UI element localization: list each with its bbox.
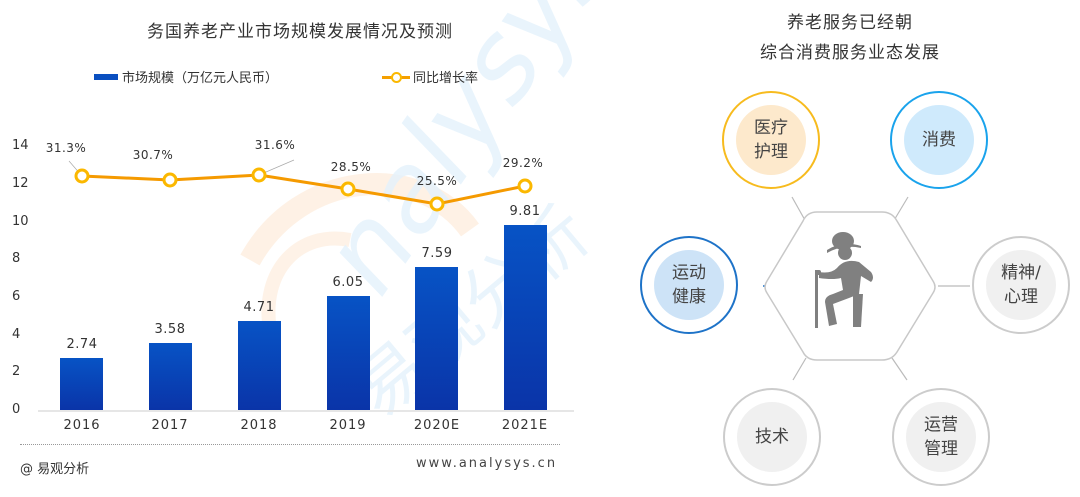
pct-label: 29.2% bbox=[502, 156, 544, 170]
node-label: 医疗 bbox=[754, 118, 788, 138]
y-tick: 4 bbox=[12, 327, 21, 342]
node-inner: 运营 管理 bbox=[906, 402, 976, 472]
bar-value: 7.59 bbox=[421, 246, 453, 261]
bar-2016 bbox=[60, 358, 103, 410]
bar-2020e bbox=[415, 267, 458, 410]
node-inner: 消费 bbox=[904, 105, 974, 175]
node-inner: 医疗 护理 bbox=[736, 105, 806, 175]
node-label: 技术 bbox=[755, 427, 789, 447]
diagram-title-line1: 养老服务已经朝 bbox=[787, 13, 913, 33]
bar-2017 bbox=[149, 343, 192, 410]
x-tick: 2020E bbox=[413, 418, 461, 433]
chart-title: 务国养老产业市场规模发展情况及预测 bbox=[147, 22, 453, 42]
node-label: 心理 bbox=[1003, 287, 1038, 307]
node-consumption: 消费 bbox=[890, 91, 988, 189]
node-fitness-health: 运动 健康 bbox=[640, 236, 738, 334]
node-label: 运营 bbox=[924, 415, 958, 435]
pct-label: 28.5% bbox=[330, 160, 372, 174]
node-mental-psychology: 精神/ 心理 bbox=[972, 236, 1070, 334]
node-label: 消费 bbox=[922, 130, 956, 150]
pct-label: 31.6% bbox=[254, 138, 296, 152]
source-credit: @ 易观分析 bbox=[20, 462, 90, 477]
bar-2021e bbox=[504, 225, 547, 410]
bar-value: 4.71 bbox=[243, 300, 275, 315]
source-url: www.analysys.cn bbox=[416, 456, 558, 471]
node-inner: 技术 bbox=[737, 402, 807, 472]
node-label: 健康 bbox=[672, 287, 706, 307]
x-tick: 2018 bbox=[240, 418, 278, 433]
y-tick: 6 bbox=[12, 289, 21, 304]
x-tick: 2021E bbox=[501, 418, 549, 433]
legend-bar-label: 市场规模（万亿元人民币） bbox=[122, 71, 279, 86]
elderly-person-with-cane-icon bbox=[815, 232, 873, 328]
pct-label: 31.3% bbox=[45, 141, 87, 155]
footer-divider bbox=[20, 444, 560, 445]
node-medical-care: 医疗 护理 bbox=[722, 91, 820, 189]
legend-line-label: 同比增长率 bbox=[413, 71, 479, 86]
node-inner: 精神/ 心理 bbox=[986, 250, 1056, 320]
bar-value: 9.81 bbox=[509, 204, 541, 219]
bar-value: 3.58 bbox=[154, 322, 186, 337]
diagram-title-line2: 综合消费服务业态发展 bbox=[760, 43, 940, 63]
node-label: 运动 bbox=[672, 263, 706, 283]
growth-rate-line bbox=[68, 159, 533, 212]
x-tick: 2019 bbox=[329, 418, 367, 433]
y-tick: 10 bbox=[12, 214, 29, 229]
node-label: 管理 bbox=[924, 439, 958, 459]
y-tick: 12 bbox=[12, 176, 29, 191]
bar-value: 2.74 bbox=[66, 337, 98, 352]
bar-2018 bbox=[238, 321, 281, 410]
legend-bar: 市场规模（万亿元人民币） bbox=[94, 67, 278, 86]
y-tick: 2 bbox=[12, 364, 21, 379]
x-axis-line bbox=[38, 410, 574, 412]
bar-legend-swatch bbox=[94, 73, 118, 80]
pct-label: 30.7% bbox=[132, 148, 174, 162]
node-technology: 技术 bbox=[723, 388, 821, 486]
y-tick: 0 bbox=[12, 402, 21, 417]
bar-2019 bbox=[327, 296, 370, 410]
node-label: 精神/ bbox=[1001, 263, 1041, 283]
y-tick: 8 bbox=[12, 251, 21, 266]
legend-line: 同比增长率 bbox=[382, 67, 478, 86]
x-tick: 2016 bbox=[63, 418, 101, 433]
y-tick: 14 bbox=[12, 138, 29, 153]
bar-value: 6.05 bbox=[332, 275, 364, 290]
node-inner: 运动 健康 bbox=[654, 250, 724, 320]
x-tick: 2017 bbox=[151, 418, 189, 433]
line-legend-swatch bbox=[382, 71, 410, 83]
node-label: 护理 bbox=[754, 142, 788, 162]
diagram-title: 养老服务已经朝 综合消费服务业态发展 bbox=[700, 8, 1000, 68]
node-operations-management: 运营 管理 bbox=[892, 388, 990, 486]
pct-label: 25.5% bbox=[416, 174, 458, 188]
